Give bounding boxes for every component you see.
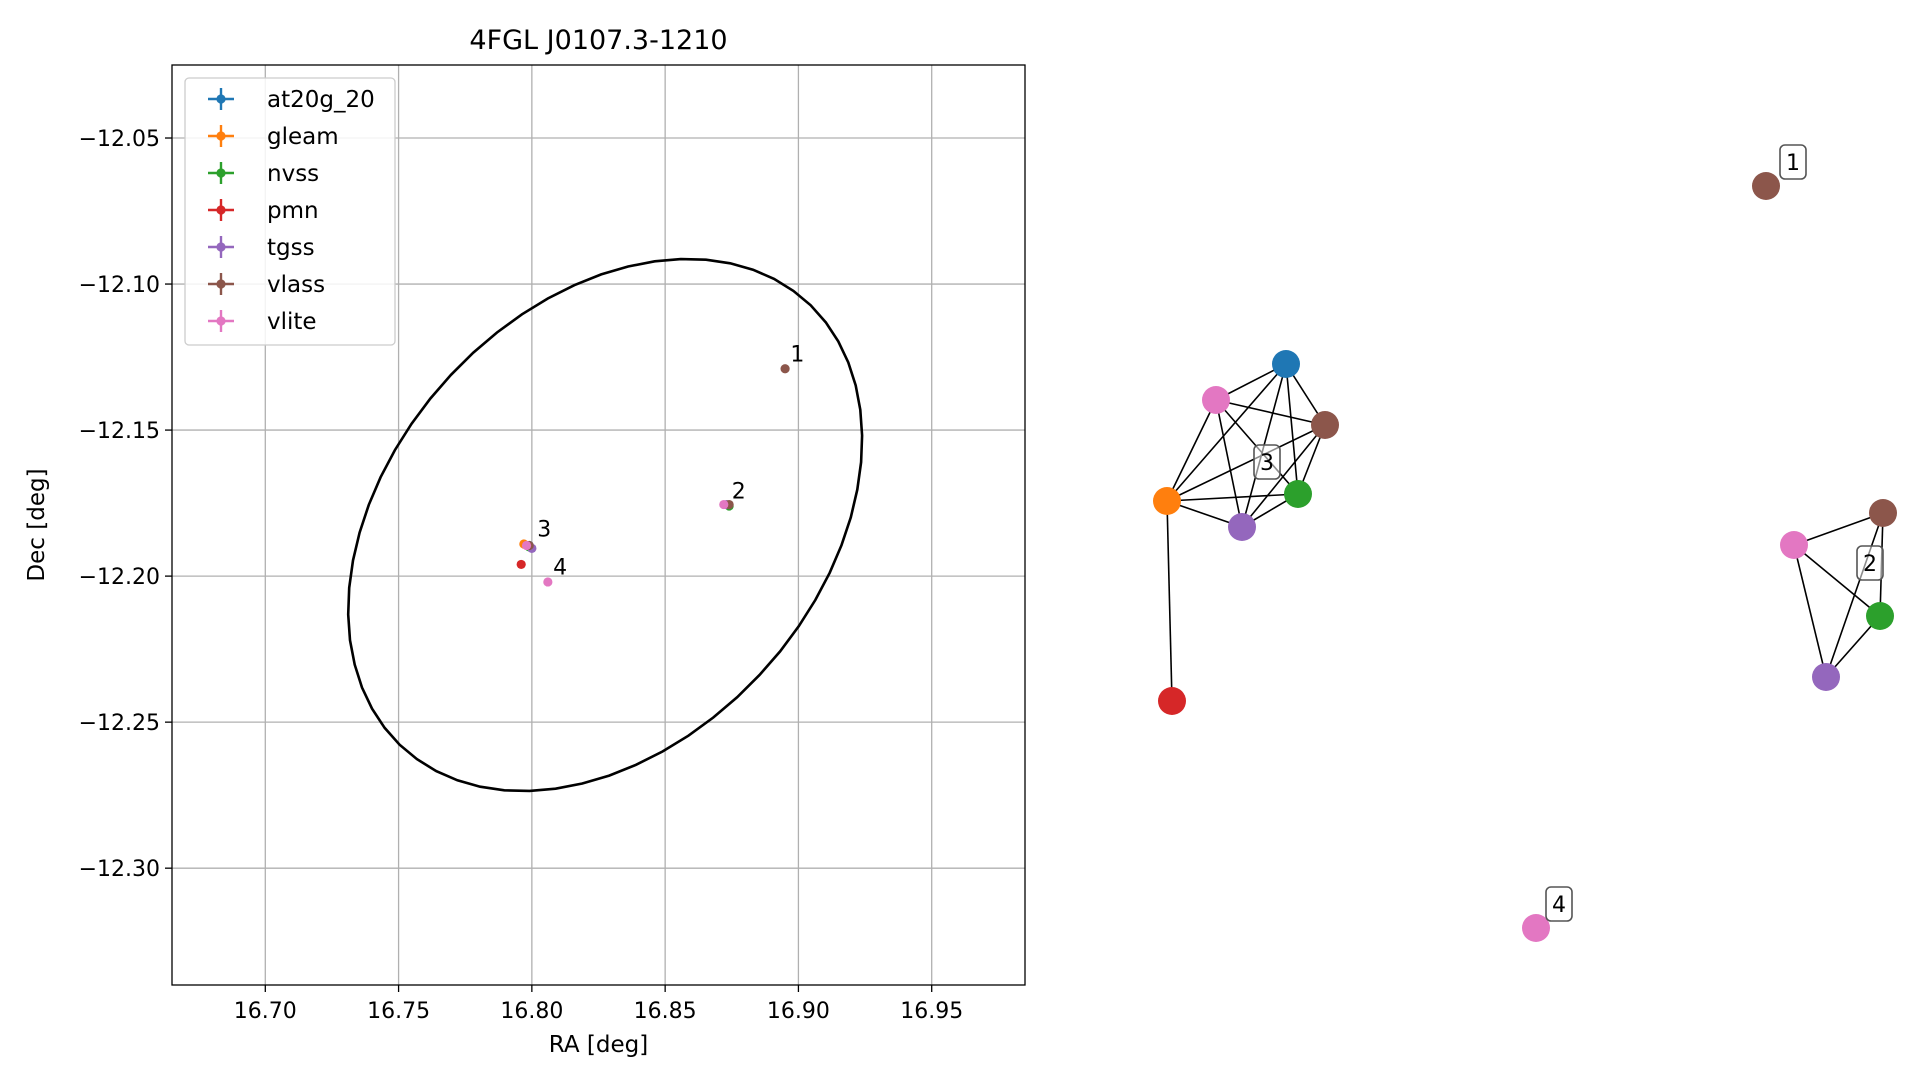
legend-label: vlite bbox=[267, 309, 317, 335]
legend-label: vlass bbox=[267, 272, 325, 298]
group-labels: 1 2 3 4 bbox=[1253, 144, 1884, 922]
legend-entry-vlass: vlass bbox=[208, 272, 325, 298]
x-tick-label: 16.90 bbox=[767, 999, 830, 1024]
legend-entry-nvss: nvss bbox=[208, 161, 319, 187]
data-point-pmn bbox=[516, 559, 526, 570]
graph-node-tgss bbox=[1228, 513, 1256, 541]
x-ticks: 16.70 16.75 16.80 16.85 16.90 16.95 bbox=[234, 985, 963, 1024]
graph-edge bbox=[1793, 544, 1827, 678]
legend-label: at20g_20 bbox=[267, 87, 375, 113]
graph-node-tgss bbox=[1812, 663, 1840, 691]
graph-edge bbox=[1793, 512, 1884, 546]
data-points bbox=[516, 364, 790, 587]
group-label-box bbox=[1856, 545, 1884, 581]
graph-node-vlite bbox=[1202, 386, 1230, 414]
chart-title: 4FGL J0107.3-1210 bbox=[469, 25, 727, 56]
graph-edge bbox=[1793, 544, 1881, 617]
legend-marker bbox=[216, 205, 226, 215]
group-label-box bbox=[1253, 444, 1281, 480]
graph-node-pmn bbox=[1158, 687, 1186, 715]
group-label-1: 1 bbox=[1779, 144, 1807, 180]
x-tick-label: 16.80 bbox=[500, 999, 563, 1024]
legend-entry-vlite: vlite bbox=[208, 309, 317, 335]
x-tick-label: 16.70 bbox=[234, 999, 297, 1024]
grid bbox=[172, 65, 1025, 985]
graph-edge bbox=[1215, 399, 1243, 528]
x-tick-label: 16.75 bbox=[367, 999, 430, 1024]
data-point-vlite bbox=[719, 499, 729, 510]
point-annotation: 1 bbox=[790, 342, 804, 367]
graph-node-vlass bbox=[1752, 172, 1780, 200]
legend-entry-gleam: gleam bbox=[208, 124, 339, 150]
point-annotation: 3 bbox=[537, 518, 551, 543]
y-ticks: −12.05 −12.10 −12.15 −12.20 −12.25 −12.30 bbox=[79, 127, 172, 882]
data-point-vlite bbox=[521, 540, 532, 551]
localization-ellipse bbox=[346, 257, 864, 793]
scatter-plot: 1 2 34 16.70 16.75 16.80 16.85 16.90 16.95 −12.… bbox=[24, 25, 1026, 1058]
axes-frame bbox=[171, 64, 1026, 986]
graph-node-vlite bbox=[1780, 531, 1808, 559]
legend-entry-tgss: tgss bbox=[208, 235, 315, 261]
data-point-vlass bbox=[780, 364, 790, 374]
group-label-text: 4 bbox=[1552, 893, 1566, 918]
graph-edge bbox=[1166, 424, 1326, 502]
x-tick-label: 16.95 bbox=[900, 999, 963, 1024]
legend-label: gleam bbox=[267, 124, 339, 150]
y-tick-label: −12.15 bbox=[79, 419, 160, 444]
data-point-vlite bbox=[543, 577, 553, 587]
legend-label: nvss bbox=[267, 161, 319, 187]
group-label-4: 4 bbox=[1545, 886, 1573, 922]
y-tick-label: −12.20 bbox=[79, 565, 160, 590]
y-tick-label: −12.30 bbox=[79, 857, 160, 882]
y-tick-label: −12.25 bbox=[79, 711, 160, 736]
graph-edge bbox=[1166, 500, 1173, 702]
legend-marker bbox=[216, 94, 226, 104]
y-tick-label: −12.05 bbox=[79, 127, 160, 152]
group-label-text: 1 bbox=[1786, 151, 1800, 176]
graph-node-vlite bbox=[1522, 914, 1550, 942]
graph-edge bbox=[1285, 363, 1299, 495]
point-annotation: 2 bbox=[732, 480, 746, 505]
y-tick-label: −12.10 bbox=[79, 273, 160, 298]
graph-node-nvss bbox=[1284, 480, 1312, 508]
group-label-box bbox=[1779, 144, 1807, 180]
legend-label: tgss bbox=[267, 235, 315, 261]
legend-marker bbox=[216, 168, 226, 178]
match-graph: 1 2 3 4 bbox=[1153, 144, 1897, 942]
x-axis-label: RA [deg] bbox=[549, 1032, 648, 1058]
graph-node-vlass bbox=[1869, 499, 1897, 527]
group-label-3: 3 bbox=[1253, 444, 1281, 480]
legend-marker bbox=[216, 279, 226, 289]
group-label-text: 3 bbox=[1260, 451, 1274, 476]
graph-edges bbox=[1166, 363, 1884, 702]
graph-node-vlass bbox=[1311, 411, 1339, 439]
graph-nodes bbox=[1153, 172, 1897, 942]
legend-marker bbox=[216, 242, 226, 252]
point-annotation: 4 bbox=[553, 556, 567, 581]
graph-node-at20g_20 bbox=[1272, 350, 1300, 378]
legend-marker bbox=[216, 316, 226, 326]
x-tick-label: 16.85 bbox=[634, 999, 697, 1024]
legend-marker bbox=[216, 131, 226, 141]
group-label-2: 2 bbox=[1856, 545, 1884, 581]
legend-label: pmn bbox=[267, 198, 319, 224]
graph-edge bbox=[1166, 493, 1299, 502]
point-annotations: 1 2 34 bbox=[537, 342, 804, 580]
legend-entry-pmn: pmn bbox=[208, 198, 319, 224]
legend-box bbox=[184, 77, 396, 346]
graph-edge bbox=[1166, 363, 1287, 502]
legend-entry-at20g_20: at20g_20 bbox=[208, 87, 375, 113]
graph-edge bbox=[1215, 399, 1326, 426]
group-label-box bbox=[1545, 886, 1573, 922]
y-axis-label: Dec [deg] bbox=[24, 468, 50, 581]
graph-edge bbox=[1241, 424, 1326, 528]
graph-node-gleam bbox=[1153, 487, 1181, 515]
graph-edge bbox=[1166, 399, 1217, 502]
group-label-text: 2 bbox=[1863, 552, 1877, 577]
graph-node-nvss bbox=[1866, 602, 1894, 630]
